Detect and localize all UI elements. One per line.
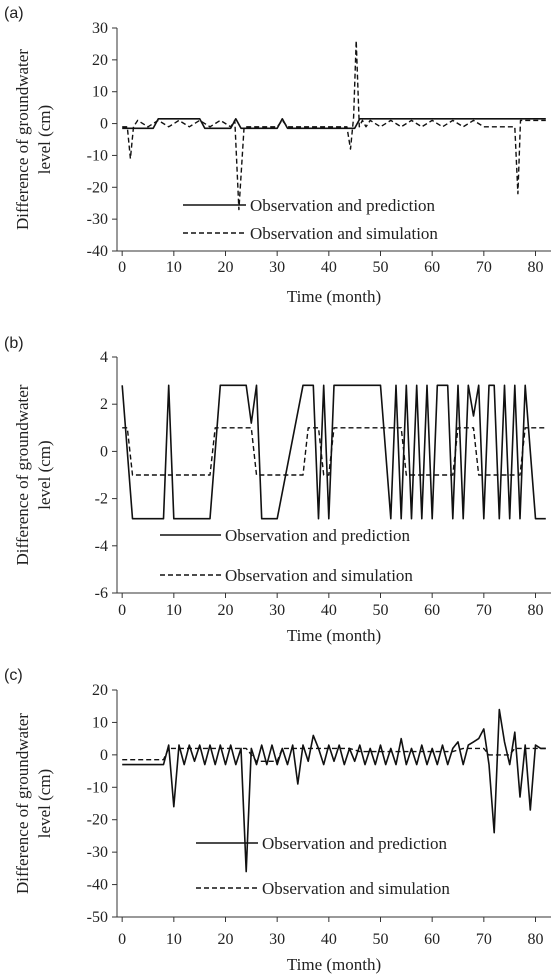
- panel-c-y-tick-label: -10: [87, 779, 108, 796]
- panel-c-y-tick-label: 10: [92, 714, 108, 731]
- panel-c-y-tick-label: -40: [87, 877, 108, 894]
- panel-a-y-tick-label: -40: [87, 243, 108, 260]
- panel-a-x-tick-label: 50: [373, 259, 389, 276]
- panel-c-x-tick-label: 30: [269, 931, 285, 948]
- panel-b-y-tick-label: 2: [100, 396, 108, 413]
- panel-b-legend-label: Observation and prediction: [225, 526, 411, 545]
- panel-c-series-simulation-line: [122, 747, 546, 762]
- panel-c-legend-label: Observation and prediction: [262, 834, 448, 853]
- panel-c-x-tick-label: 40: [321, 931, 337, 948]
- panel-c-x-tick-label: 10: [166, 931, 182, 948]
- panel-c-x-tick-label: 80: [528, 931, 544, 948]
- panel-b-y-tick-label: -6: [95, 585, 108, 602]
- panel-b-y-tick-label: -2: [95, 491, 108, 508]
- panel-c-y-tick-label: 0: [100, 747, 108, 764]
- panel-a-series-simulation-line: [122, 40, 546, 211]
- panel-c-y-axis-title: Difference of groundwater: [13, 713, 32, 894]
- panel-a-y-tick-label: -10: [87, 147, 108, 164]
- panel-b-x-tick-label: 40: [321, 602, 337, 619]
- panel-a-y-tick-label: 20: [92, 52, 108, 69]
- panel-b-y-tick-label: 0: [100, 443, 108, 460]
- panel-c-y-tick-label: -30: [87, 844, 108, 861]
- panel-a-x-axis-title: Time (month): [287, 287, 381, 306]
- panel-b-y-tick-label: 4: [100, 349, 108, 366]
- panel-a-label: (a): [4, 5, 24, 22]
- panel-c-x-tick-label: 0: [118, 931, 126, 948]
- panel-c-y-tick-label: -50: [87, 909, 108, 926]
- panel-c-legend-label: Observation and simulation: [262, 879, 450, 898]
- panel-a-x-tick-label: 60: [424, 259, 440, 276]
- panel-c-x-tick-label: 50: [373, 931, 389, 948]
- panel-b-x-tick-label: 80: [528, 602, 544, 619]
- panel-a-y-axis-title: Difference of groundwater: [13, 49, 32, 230]
- panel-b-x-tick-label: 0: [118, 602, 126, 619]
- panel-a-x-tick-label: 20: [218, 259, 234, 276]
- panel-b-series-simulation-line: [122, 427, 546, 476]
- panel-c-x-tick-label: 70: [476, 931, 492, 948]
- panel-c-y-tick-label: -20: [87, 812, 108, 829]
- panel-b-x-tick-label: 30: [269, 602, 285, 619]
- panel-b-x-tick-label: 20: [218, 602, 234, 619]
- panel-a-series-prediction-line: [122, 118, 546, 130]
- panel-a-x-tick-label: 70: [476, 259, 492, 276]
- panel-b-x-axis-title: Time (month): [287, 626, 381, 645]
- panel-a-x-tick-label: 80: [528, 259, 544, 276]
- panel-a-legend-label: Observation and simulation: [250, 224, 438, 243]
- panel-c-x-tick-label: 60: [424, 931, 440, 948]
- panel-a-y-axis-title: level (cm): [35, 105, 54, 174]
- panel-a-x-tick-label: 10: [166, 259, 182, 276]
- panel-b-y-tick-label: -4: [95, 538, 108, 555]
- panel-b-label: (b): [4, 335, 24, 352]
- panel-b-y-axis-title: Difference of groundwater: [13, 384, 32, 565]
- panel-c-series-prediction-line: [122, 708, 546, 873]
- panel-a-y-tick-label: -30: [87, 211, 108, 228]
- panel-a-x-tick-label: 30: [269, 259, 285, 276]
- panel-b-legend-label: Observation and simulation: [225, 566, 413, 585]
- panel-b-y-axis-title: level (cm): [35, 440, 54, 509]
- panel-a-x-tick-label: 40: [321, 259, 337, 276]
- panel-a-y-tick-label: 30: [92, 20, 108, 37]
- panel-c-y-axis-title: level (cm): [35, 769, 54, 838]
- panel-b-x-tick-label: 50: [373, 602, 389, 619]
- panel-b-x-tick-label: 10: [166, 602, 182, 619]
- panel-b-series-prediction-line: [121, 384, 546, 520]
- panel-a-y-tick-label: 0: [100, 116, 108, 133]
- panel-c-label: (c): [4, 667, 23, 684]
- panel-a-x-tick-label: 0: [118, 259, 126, 276]
- panel-b-x-tick-label: 60: [424, 602, 440, 619]
- panel-a-y-tick-label: 10: [92, 84, 108, 101]
- panel-b-x-tick-label: 70: [476, 602, 492, 619]
- panel-c-x-axis-title: Time (month): [287, 955, 381, 974]
- panel-c-x-tick-label: 20: [218, 931, 234, 948]
- panel-c-y-tick-label: 20: [92, 682, 108, 699]
- panel-a-y-tick-label: -20: [87, 179, 108, 196]
- panel-a-legend-label: Observation and prediction: [250, 196, 436, 215]
